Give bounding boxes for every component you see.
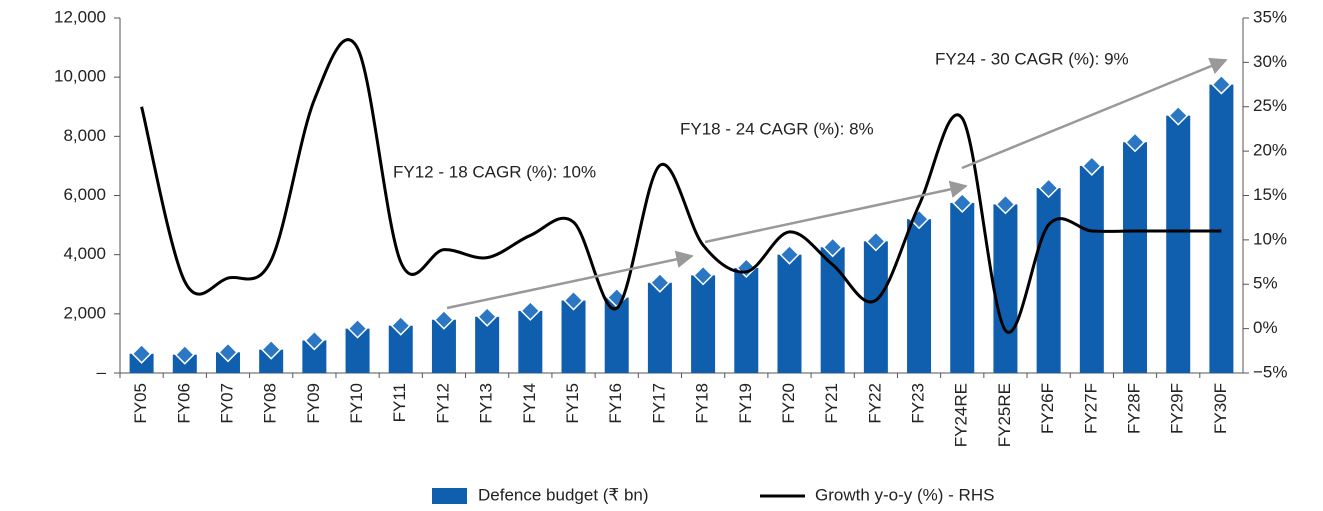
bar [561, 300, 586, 373]
bar-marker [174, 344, 195, 365]
bar [647, 282, 672, 373]
bar-marker [347, 318, 368, 339]
bar-marker [822, 237, 843, 258]
cagr-arrow [961, 57, 1228, 170]
bar [820, 247, 845, 373]
bar-marker [477, 306, 498, 327]
x-tick-label: FY28F [1125, 383, 1144, 434]
x-tick-label: FY16 [606, 383, 625, 424]
bar-marker [779, 244, 800, 265]
legend: Defence budget (₹ bn) Growth y-o-y (%) - … [432, 485, 994, 504]
x-tick-label: FY13 [477, 383, 496, 424]
legend-label: Defence budget (₹ bn) [478, 485, 649, 504]
bar-marker [390, 315, 411, 336]
bar [518, 310, 543, 373]
arrows [446, 57, 1228, 310]
bar [1209, 84, 1234, 373]
y-tick-label: 10,000 [54, 67, 106, 86]
x-tick-label: FY18 [693, 383, 712, 424]
bar [1166, 115, 1191, 373]
bar [1036, 188, 1061, 373]
bar [993, 204, 1018, 373]
y-tick-label: 12,000 [54, 7, 106, 26]
bar [950, 202, 975, 373]
x-tick-label: FY20 [779, 383, 798, 424]
x-tick-label: FY26F [1038, 383, 1057, 434]
x-tick-label: FY25RE [995, 383, 1014, 447]
y2-tick-label: 5% [1253, 274, 1278, 293]
y2-tick-label: −5% [1253, 362, 1288, 381]
bar [604, 297, 629, 373]
x-tick-label: FY19 [736, 383, 755, 424]
x-tick-label: FY08 [261, 383, 280, 424]
y-tick-label: 6,000 [63, 185, 106, 204]
x-tick-label: FY14 [520, 383, 539, 424]
y-tick-label: 2,000 [63, 303, 106, 322]
bar [863, 241, 888, 373]
x-tick-label: FY11 [390, 383, 409, 422]
bar [1079, 165, 1104, 373]
annotation: FY24 - 30 CAGR (%): 9% [935, 49, 1129, 68]
x-tick-label: FY21 [822, 383, 841, 424]
y2-tick-label: 35% [1253, 7, 1287, 26]
y-tick-label: – [97, 362, 107, 381]
bar-marker [952, 192, 973, 213]
bar-marker [865, 231, 886, 252]
bar [215, 352, 240, 373]
x-tick-label: FY05 [131, 383, 150, 424]
bar-marker [433, 309, 455, 330]
bar [1123, 142, 1148, 373]
bar-marker [995, 194, 1016, 215]
bar-marker [304, 330, 325, 351]
bar-marker [1168, 105, 1189, 126]
x-tick-label: FY12 [433, 383, 452, 424]
x-tick-label: FY30F [1211, 383, 1230, 434]
annotation: FY18 - 24 CAGR (%): 8% [680, 119, 874, 138]
cagr-arrow [446, 250, 694, 310]
bar-marker [1038, 178, 1059, 199]
bar-marker [261, 339, 282, 360]
bar [691, 275, 716, 373]
y2-tick-label: 30% [1253, 52, 1287, 71]
bar-marker [693, 265, 714, 286]
x-tick-label: FY10 [347, 383, 366, 424]
bar [259, 349, 284, 373]
bar-marker [1124, 132, 1146, 153]
x-tick-label: FY15 [563, 383, 582, 424]
x-tick-label: FY07 [217, 383, 236, 424]
y2-tick-label: 20% [1253, 141, 1287, 160]
legend-swatch [432, 488, 467, 504]
bar-marker [649, 272, 670, 293]
y-tick-label: 4,000 [63, 244, 106, 263]
x-tick-label: FY09 [304, 383, 323, 424]
bar-marker [1211, 74, 1232, 95]
y2-tick-label: 0% [1253, 318, 1278, 337]
y2-tick-label: 10% [1253, 229, 1287, 248]
x-tick-label: FY24RE [952, 383, 971, 447]
plot: – 2,000 4,000 6,000 8,000 10,000 12,000 −5% 0% 5%… [54, 7, 1288, 447]
bar-marker [520, 300, 541, 321]
x-tick-label: FY17 [649, 383, 668, 424]
x-tick-label: FY22 [865, 383, 884, 424]
bar [777, 254, 802, 373]
bar [907, 219, 932, 373]
bar-marker [217, 342, 239, 363]
annotation: FY12 - 18 CAGR (%): 10% [393, 162, 596, 181]
bar-marker [563, 290, 584, 311]
y2-tick-label: 15% [1253, 185, 1287, 204]
bar-marker [131, 343, 152, 364]
y-tick-label: 8,000 [63, 126, 106, 145]
y2-tick-label: 25% [1253, 96, 1287, 115]
bar-marker [1081, 155, 1102, 176]
growth-line [140, 38, 1222, 334]
x-tick-label: FY23 [909, 383, 928, 424]
bar [734, 267, 759, 373]
x-tick-label: FY27F [1081, 383, 1100, 434]
legend-label: Growth y-o-y (%) - RHS [815, 485, 994, 504]
bar-marker [736, 257, 757, 279]
cagr-arrow [704, 180, 968, 244]
x-tick-label: FY29F [1168, 383, 1187, 434]
x-tick-label: FY06 [174, 383, 193, 424]
